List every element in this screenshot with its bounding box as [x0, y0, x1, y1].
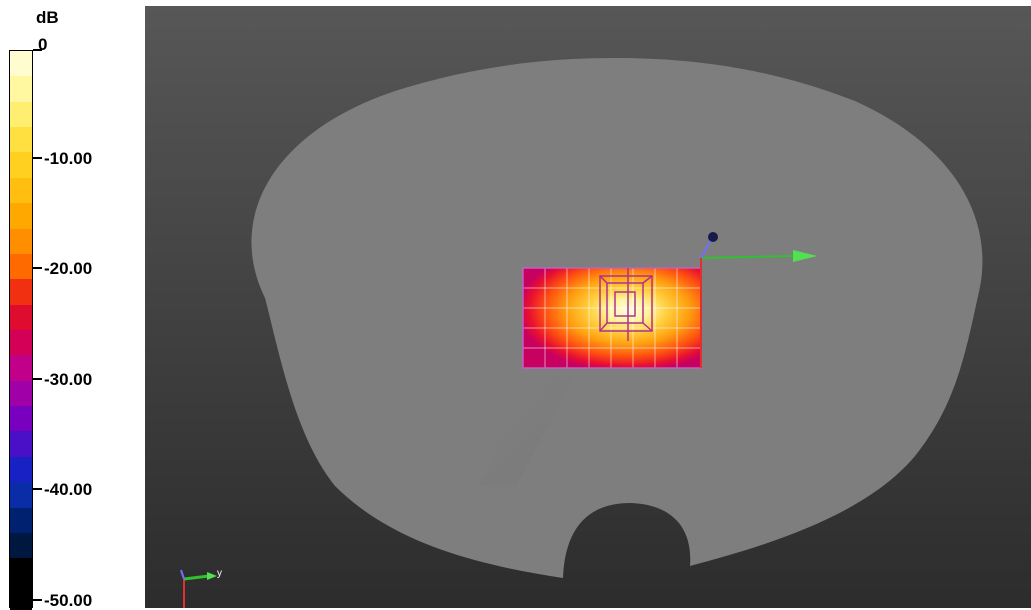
legend-tick-label: -10.00 — [44, 149, 93, 168]
color-scale-bar — [9, 50, 33, 610]
legend-tick-label: -40.00 — [44, 480, 93, 499]
color-band — [10, 330, 32, 356]
color-band — [10, 152, 32, 179]
color-band — [10, 558, 32, 585]
legend-tick-label: -50.00 — [44, 591, 93, 610]
color-band — [10, 101, 32, 128]
scene: y — [180, 58, 983, 608]
legend-tick-label: -20.00 — [44, 259, 93, 278]
legend-tick-mark — [33, 49, 42, 51]
color-scale-legend: dB 0 -10.00 -20.00 -30.00 -40.00 -50.00 — [0, 0, 145, 610]
color-band — [10, 279, 32, 306]
color-band — [10, 228, 32, 255]
color-band — [10, 583, 32, 610]
color-band — [10, 51, 32, 77]
color-band — [10, 482, 32, 509]
legend-tick-mark — [33, 488, 42, 490]
color-band — [10, 253, 32, 280]
color-band — [10, 76, 32, 103]
color-band — [10, 380, 32, 407]
coordinate-axes — [700, 232, 817, 368]
color-band — [10, 127, 32, 154]
legend-tick-mark — [33, 599, 42, 601]
color-band — [10, 355, 32, 382]
legend-tick-mark — [33, 267, 42, 269]
zoom-scan-cube — [599, 268, 653, 341]
color-band — [10, 304, 32, 331]
color-band — [10, 431, 32, 458]
legend-tick-label: 0 — [38, 35, 48, 54]
color-band — [10, 507, 32, 534]
legend-tick-mark — [33, 157, 42, 159]
legend-tick-label: -30.00 — [44, 370, 93, 389]
sar-scan-region — [522, 267, 702, 369]
color-band — [10, 532, 32, 559]
color-band — [10, 406, 32, 433]
legend-unit-label: dB — [36, 8, 59, 27]
corner-axis-gizmo: y — [180, 568, 222, 608]
probe-shadow — [477, 376, 575, 486]
legend-tick-mark — [33, 378, 42, 380]
color-band — [10, 203, 32, 230]
3d-viewport[interactable]: y — [145, 6, 1031, 608]
color-band — [10, 456, 32, 483]
color-band — [10, 177, 32, 204]
corner-axis-label: y — [217, 568, 222, 579]
